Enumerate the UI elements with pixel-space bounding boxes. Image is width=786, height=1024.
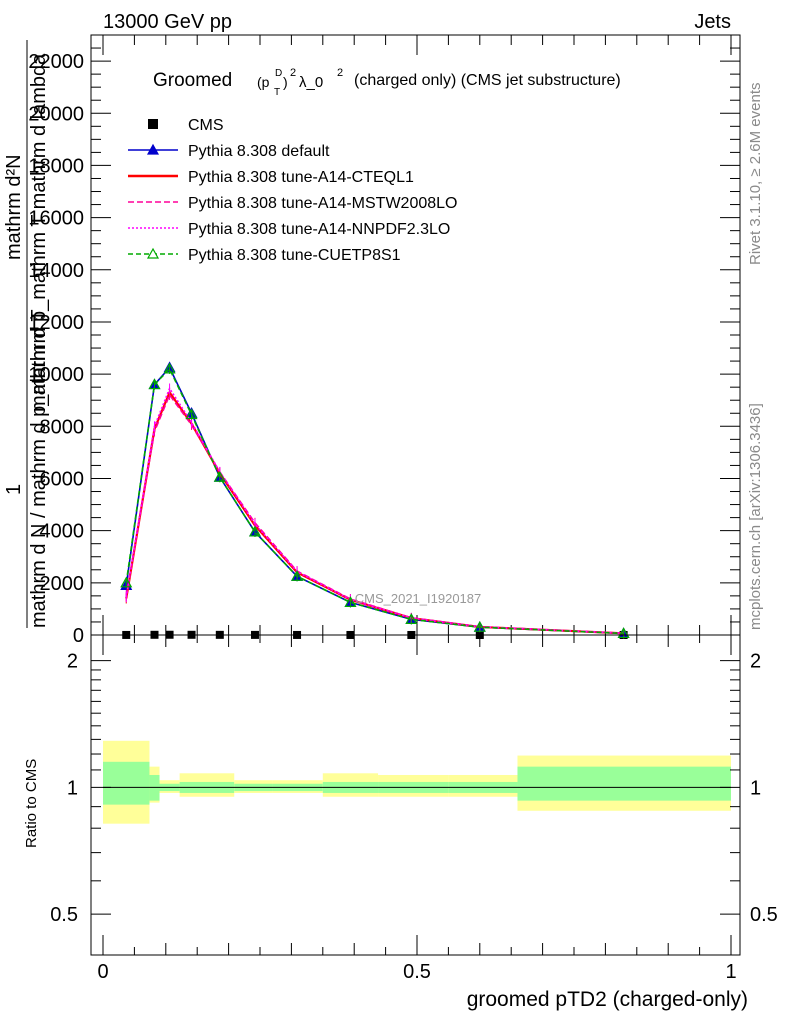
ratio-y-tick-label: 0.5: [50, 904, 78, 926]
y-tick-label: 6000: [40, 468, 85, 490]
y-tick-label: 10000: [28, 364, 84, 386]
legend-entry: Pythia 8.308 tune-CUETP8S1: [128, 247, 401, 264]
legend-marker-triangle: [146, 143, 160, 155]
legend-marker: [148, 119, 158, 129]
legend-label: Pythia 8.308 tune-A14-MSTW2008LO: [188, 195, 457, 212]
ylabel-top: mathrm d²N: [3, 154, 25, 260]
legend: CMS Pythia 8.308 default Pythia 8.308 tune…: [128, 117, 457, 264]
ratio-y-label: Ratio to CMS: [23, 759, 40, 848]
x-tick-label: 1: [725, 961, 736, 983]
marker-triangle-open: [185, 408, 198, 420]
y-tick-label: 20000: [28, 103, 84, 125]
ratio-y-tick-label-right: 2: [750, 651, 761, 673]
legend-label: Pythia 8.308 tune-CUETP8S1: [188, 247, 401, 264]
x-tick-label: 0: [97, 961, 108, 983]
ratio-y-ticks: 0.5 0.5 1 1 2 2: [50, 651, 778, 927]
x-tick-label: 0.5: [403, 961, 431, 983]
title-sup2: 2: [290, 67, 296, 79]
title-sup: D: [275, 68, 282, 79]
title-formula: (p: [257, 74, 270, 90]
y-tick-label: 4000: [40, 521, 85, 543]
ylabel-bottom: mathrm d N / mathrm d p_mathrm T: [28, 309, 50, 628]
y-tick-label: 18000: [28, 155, 84, 177]
marker-triangle-open: [291, 570, 304, 581]
ratio-y-tick-label-right: 0.5: [750, 904, 778, 926]
main-y-ticks: 0 2000 4000 6000 8000 10000 12000 14000 16000 180…: [28, 34, 740, 647]
y-tick-label: 14000: [28, 260, 84, 282]
y-tick-label: 8000: [40, 416, 85, 438]
legend-entry: Pythia 8.308 default: [128, 143, 330, 160]
ratio-panel: 0.5 0.51 12 2 0 0.5 1 Ratio to CMS groomed pT…: [23, 634, 778, 1011]
main-series-group: [120, 361, 630, 639]
watermark: CMS_2021_I1920187: [355, 591, 482, 606]
ratio-frame: [90, 634, 741, 956]
title-paren-close: ): [283, 74, 288, 90]
marker-triangle-open: [213, 470, 226, 482]
header-right: Jets: [694, 11, 731, 33]
legend-label: Pythia 8.308 tune-A14-CTEQL1: [188, 169, 414, 186]
marker-triangle-open: [617, 627, 630, 639]
y-tick-label: 2000: [40, 573, 85, 595]
marker-triangle-open: [405, 613, 418, 624]
marker-triangle-open: [148, 378, 161, 390]
legend-label: Pythia 8.308 tune-A14-NNPDF2.3LO: [188, 221, 450, 238]
marker-triangle-open: [473, 620, 486, 632]
ratio-band-inner: [103, 761, 150, 805]
legend-entry: Pythia 8.308 tune-A14-NNPDF2.3LO: [128, 221, 450, 238]
x-axis-label: groomed pTD2 (charged-only): [467, 988, 748, 1011]
marker-triangle-open: [248, 525, 261, 537]
legend-label: Pythia 8.308 default: [188, 143, 330, 160]
main-panel: 0 2000 4000 6000 8000 10000 12000 14000 16000 180…: [3, 34, 741, 647]
legend-entry: CMS: [148, 117, 224, 134]
series-line-4: [125, 386, 624, 635]
y-tick-label: 0: [73, 625, 84, 647]
ylabel-frac: 1: [3, 484, 25, 495]
title-sup3: 2: [337, 67, 343, 79]
y-tick-label: 16000: [28, 208, 84, 230]
ratio-y-tick-label: 2: [67, 651, 78, 673]
y-tick-label: 22000: [28, 51, 84, 73]
main-y-label: mathrm d²N mathrm d p_mathrm T mathrm d …: [3, 40, 50, 628]
marker-triangle-open: [344, 596, 357, 607]
ratio-y-tick-label-right: 1: [750, 777, 761, 799]
ylabel-mid: mathrm d p_mathrm T mathrm d lambda: [28, 53, 50, 412]
legend-entry: Pythia 8.308 tune-A14-CTEQL1: [128, 169, 414, 186]
ratio-bands: [103, 740, 731, 824]
legend-label: CMS: [188, 117, 224, 134]
title-main: Groomed: [153, 70, 232, 91]
legend-entry: Pythia 8.308 tune-A14-MSTW2008LO: [128, 195, 457, 212]
y-tick-label: 12000: [28, 312, 84, 334]
ratio-band-inner: [517, 766, 731, 801]
header-left: 13000 GeV pp: [103, 11, 232, 33]
ratio-y-tick-label: 1: [67, 777, 78, 799]
main-title: Groomed (p D T ) 2 λ_0 2 (charged only) …: [153, 67, 621, 98]
title-rest: λ_0: [299, 74, 323, 91]
title-sub: T: [274, 87, 280, 98]
ratio-x-ticks: 0 0.5 1: [97, 635, 737, 983]
rivet-label: Rivet 3.1.10, ≥ 2.6M events: [747, 83, 764, 266]
mcplots-label: mcplots.cern.ch [arXiv:1306.3436]: [747, 403, 764, 630]
marker-triangle-open: [120, 576, 133, 588]
legend-marker-triangle-open: [146, 247, 160, 259]
marker-triangle-open: [163, 362, 176, 374]
title-tail: (charged only) (CMS jet substructure): [354, 72, 621, 89]
